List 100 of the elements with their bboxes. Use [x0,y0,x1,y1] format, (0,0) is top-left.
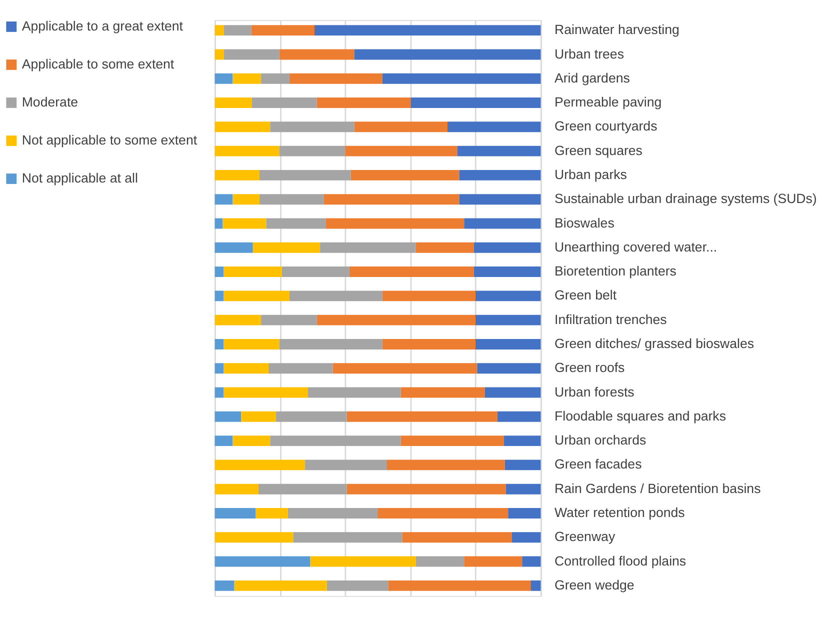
bar [386,460,505,470]
legend-label: Not applicable to some extent [22,132,198,148]
bar [279,146,346,156]
bar [382,338,476,350]
bar [232,436,270,446]
bar [214,25,224,36]
bar [377,508,508,518]
bar [214,580,234,591]
y-tick-label: Green wedge [554,577,634,592]
y-tick-label: Rainwater harvesting [554,22,680,38]
bar [288,508,378,518]
legend-label: Applicable to a great extent [22,18,184,34]
y-tick-label: Green courtyards [554,118,658,134]
bar [476,314,541,326]
bar [224,25,252,36]
y-tick-label: Green ditches/ grassed bioswales [554,336,754,352]
bar [314,25,541,36]
y-tick-label: Permeable paving [554,94,662,110]
y-tick-label: Floodable squares and parks [554,408,726,424]
bar [474,266,541,278]
bar [522,556,541,567]
bar [241,411,276,422]
bar [316,314,476,326]
bar [214,532,294,543]
bar [382,290,476,302]
bar [326,580,388,591]
bar [214,146,280,156]
y-tick-label: Green squares [554,142,643,158]
bar [214,266,224,278]
bar [326,218,464,229]
y-tick-label: Greenway [554,529,616,544]
bar [354,122,448,132]
bar [410,98,541,108]
bar [214,363,224,374]
y-tick-label: Controlled flood plains [554,553,686,568]
bar [402,532,512,543]
y-tick-label: Water retention ponds [554,505,686,520]
bar [474,242,541,253]
bar [289,290,382,302]
y-tick-label: Sustainable urban drainage systems (SUDs) [554,191,817,206]
bar [268,363,333,374]
bar [416,242,474,253]
bar [530,580,541,591]
bar [310,556,416,567]
bar [293,532,402,543]
bar [224,266,282,278]
bar [259,194,324,205]
bar [214,411,242,422]
bar [256,508,288,518]
bar [320,242,416,253]
bar [214,338,224,350]
bar [388,580,531,591]
bar [457,146,541,156]
y-tick-label: Urban forests [554,384,635,400]
bar [259,170,351,180]
bar [214,98,252,108]
bar [506,484,541,494]
bar [251,25,315,36]
bar [252,242,320,253]
bar [214,508,256,518]
legend-label: Moderate [22,94,78,110]
bar [214,484,258,494]
bar [232,194,260,205]
bar [214,49,224,60]
bar [214,73,233,84]
bar [232,73,262,84]
bar [316,98,411,108]
bar [252,98,317,108]
bar [464,218,541,229]
legend-label: Applicable to some extent [22,56,174,72]
bar [224,338,280,350]
bar [214,242,253,253]
bar [332,363,478,374]
bar [382,73,541,84]
bar [305,460,387,470]
bar [214,122,270,132]
bar [476,338,541,350]
bar [261,73,290,84]
bar [214,387,224,398]
bar [214,556,310,567]
bar [346,411,498,422]
y-tick-label: Urban trees [554,46,624,62]
bar [224,290,290,302]
bar [224,49,280,60]
bar [270,122,354,132]
bar [224,363,269,374]
bar [222,218,266,229]
bar [504,460,541,470]
bar [224,387,308,398]
bar [279,338,382,350]
bar [276,411,347,422]
bar [214,290,224,302]
y-tick-label: Green facades [554,456,642,472]
y-tick-label: Infiltration trenches [554,312,668,327]
bar [214,218,223,229]
bar [400,387,485,398]
bar [504,436,541,446]
bar [266,218,326,229]
y-tick-label: Urban parks [554,167,628,182]
bar [464,556,522,567]
